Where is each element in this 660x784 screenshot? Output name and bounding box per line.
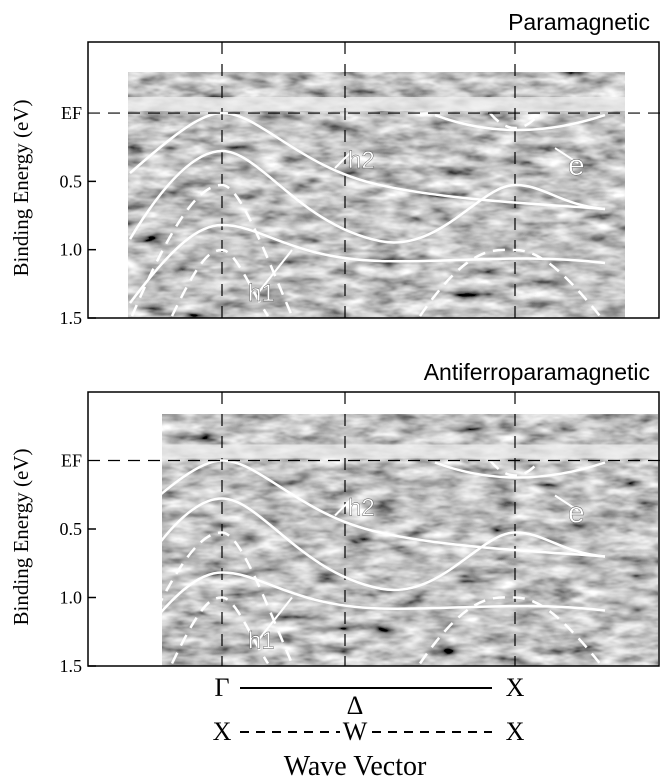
band-dashed	[418, 248, 601, 317]
y-axis-title: Binding Energy (eV)	[9, 449, 33, 626]
annotation-arrow	[554, 147, 579, 164]
panel: h2 e h1 EF 0.5 1.0 1.5 Binding Energy (eV) Antif…	[9, 359, 660, 676]
x-point-label: W	[343, 717, 368, 746]
band-label: e	[568, 497, 585, 530]
band-dashed	[130, 183, 294, 317]
band-dashed	[170, 596, 270, 665]
band-label: h2	[348, 495, 375, 522]
band-label: h1	[248, 280, 275, 307]
annotation-arrow	[554, 494, 579, 512]
annotation-arrow	[334, 152, 351, 169]
panel: h2 e h1 EF 0.5 1.0 1.5 Binding Energy (eV) Param…	[9, 9, 660, 328]
band	[129, 571, 606, 652]
band-label: e	[568, 149, 585, 182]
x-point-label: X	[213, 717, 232, 746]
x-point-label: Δ	[347, 691, 364, 720]
panel-title: Antiferroparamagnetic	[424, 359, 650, 385]
band	[434, 461, 606, 479]
band-dashed	[489, 112, 541, 130]
x-point-label: Γ	[214, 673, 229, 702]
y-tick-label: EF	[61, 451, 82, 471]
y-axis-title: Binding Energy (eV)	[9, 100, 33, 277]
y-tick-label: 1.5	[60, 656, 83, 676]
band-label: h1	[248, 628, 275, 655]
band-dashed	[170, 248, 270, 317]
band	[129, 111, 606, 211]
band-dashed	[418, 596, 601, 665]
fermi-glow	[128, 97, 625, 112]
band	[434, 113, 606, 132]
x-point-label: X	[506, 673, 525, 702]
x-axis-title: Wave Vector	[284, 751, 427, 782]
y-tick-label: 1.5	[60, 308, 83, 328]
annotation-arrow	[334, 499, 351, 517]
y-tick-label: 0.5	[60, 171, 83, 191]
x-axis: Γ Δ X X W X Wave Vector	[213, 673, 525, 782]
y-tick-label: 1.0	[60, 240, 83, 260]
band-dashed	[489, 459, 541, 477]
annotation-arrow	[257, 596, 293, 642]
x-point-label: X	[506, 717, 525, 746]
band-dashed	[130, 531, 294, 664]
band	[129, 223, 606, 304]
band	[129, 459, 606, 558]
band	[128, 149, 606, 244]
annotation-arrow	[257, 249, 293, 294]
y-tick-label: 0.5	[60, 519, 83, 539]
band-label: h2	[348, 147, 375, 174]
frame	[87, 41, 660, 319]
y-tick-label: EF	[61, 103, 82, 123]
fermi-glow	[162, 444, 658, 459]
panel-title: Paramagnetic	[508, 9, 650, 35]
band	[128, 497, 606, 592]
y-tick-label: 1.0	[60, 588, 83, 608]
